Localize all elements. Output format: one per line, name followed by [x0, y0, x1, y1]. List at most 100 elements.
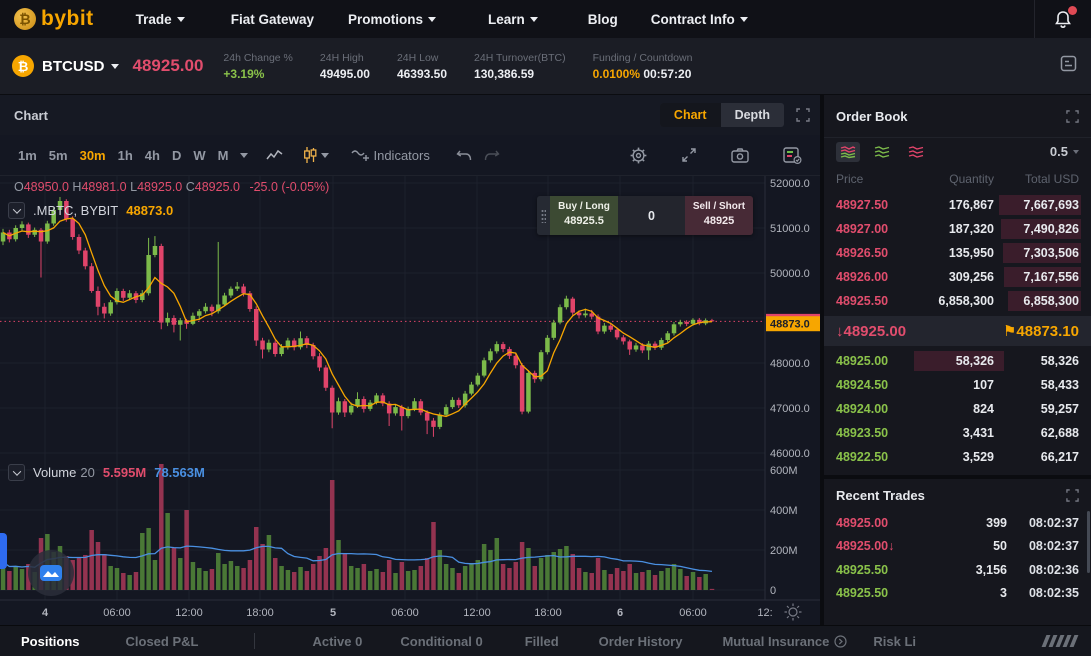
order-book-row-ask[interactable]: 48926.00 309,256 7,167,556: [824, 265, 1091, 289]
chart-canvas[interactable]: 52000.051000.050000.049000.048000.047000…: [0, 176, 820, 625]
stat-label: Funding / Countdown: [592, 51, 693, 64]
total-cell: 7,303,506: [1023, 246, 1079, 260]
volume-length: 20: [80, 465, 95, 480]
chart-expand-button[interactable]: [796, 108, 810, 122]
chart-watermark: [28, 550, 74, 596]
nav-item-promotions[interactable]: Promotions: [348, 12, 436, 27]
order-book-row-bid[interactable]: 48924.50 107 58,433: [824, 373, 1091, 397]
trade-time: 08:02:37: [1028, 515, 1079, 530]
view-mode-asks-button[interactable]: [904, 142, 928, 162]
timeframe-w[interactable]: W: [187, 144, 211, 167]
order-book-row-bid[interactable]: 48924.00 824 59,257: [824, 397, 1091, 421]
sell-short-button[interactable]: Sell / Short 48925: [685, 196, 753, 235]
order-book-row-ask[interactable]: 48926.50 135,950 7,303,506: [824, 241, 1091, 265]
notifications-button[interactable]: [1035, 5, 1091, 29]
quantity-field[interactable]: 0: [618, 196, 685, 235]
undo-button[interactable]: [450, 149, 478, 162]
total-cell: 7,490,826: [1023, 222, 1079, 236]
order-book-expand-button[interactable]: [1066, 109, 1079, 123]
symbol-selector[interactable]: BTCUSD: [42, 58, 119, 75]
order-book-row-ask[interactable]: 48925.50 6,858,300 6,858,300: [824, 289, 1091, 313]
column-quantity: Quantity: [949, 172, 994, 186]
price-cell: 48927.50: [836, 198, 889, 212]
tab-closed-p-l[interactable]: Closed P&L: [126, 634, 199, 649]
svg-text:06:00: 06:00: [391, 607, 419, 619]
candle-style-button[interactable]: [297, 146, 335, 164]
collapse-chevron-button[interactable]: [8, 202, 25, 219]
quantity-cell: 187,320: [948, 222, 994, 236]
last-traded-price: ↓48925.00: [836, 322, 907, 340]
tab-order-history[interactable]: Order History: [599, 634, 683, 649]
redo-button[interactable]: [478, 149, 506, 162]
recent-trades-expand-button[interactable]: [1066, 488, 1079, 502]
order-book-row-bid[interactable]: 48925.00 58,326 58,326: [824, 349, 1091, 373]
nav-item-label: Fiat Gateway: [230, 11, 314, 27]
order-book-row-bid[interactable]: 48922.50 3,529 66,217: [824, 445, 1091, 469]
tab-risk-li[interactable]: Risk Li: [873, 634, 916, 649]
grouping-dropdown[interactable]: 0.5: [1050, 144, 1079, 159]
bell-icon: [1055, 10, 1071, 28]
nav-right: [1034, 0, 1091, 38]
recent-trades-title: Recent Trades: [836, 487, 925, 503]
tab-depth[interactable]: Depth: [721, 103, 784, 127]
trade-price: 48925.50: [836, 586, 889, 601]
timeframe-5m[interactable]: 5m: [43, 144, 74, 167]
indicators-button[interactable]: Indicators: [345, 147, 435, 163]
scrollbar-thumb[interactable]: [1087, 511, 1090, 573]
timeframe-1h[interactable]: 1h: [112, 144, 139, 167]
timeframe-d[interactable]: D: [166, 144, 187, 167]
stat-label: 24h Change %: [223, 51, 293, 64]
nav-item-fiat-gateway[interactable]: Fiat Gateway: [231, 12, 314, 27]
main-area: Chart Chart Depth 1m 5m 30m 1h 4h D W M: [0, 95, 1091, 625]
bybit-logo-text: bybit: [41, 7, 94, 30]
tab-positions[interactable]: Positions: [21, 634, 80, 649]
indicator-symbol: .MBTC, BYBIT: [33, 203, 119, 218]
view-mode-both-button[interactable]: [836, 141, 860, 162]
trade-row[interactable]: 48925.00 399 08:02:37: [824, 511, 1091, 535]
slash-lines-icon[interactable]: [1041, 635, 1078, 647]
recent-trades-header: Recent Trades: [824, 475, 1091, 511]
timeframe-30m[interactable]: 30m: [74, 144, 112, 167]
snapshot-button[interactable]: [725, 147, 755, 163]
ohlc-legend: O48950.0 H48981.0 L48925.0 C48925.0 -25.…: [14, 180, 330, 194]
tab-chart[interactable]: Chart: [659, 103, 721, 127]
price-cell: 48922.50: [836, 450, 889, 464]
price-cell: 48926.50: [836, 246, 889, 260]
trade-row[interactable]: 48925.00↓ 50 08:02:37: [824, 535, 1091, 559]
nav-item-contract-info[interactable]: Contract Info: [651, 12, 748, 27]
chevron-down-icon: [428, 16, 436, 22]
order-book-row-ask[interactable]: 48927.00 187,320 7,490,826: [824, 217, 1091, 241]
object-tree-button[interactable]: [777, 146, 808, 164]
collapse-chevron-button[interactable]: [8, 464, 25, 481]
widget-drag-handle[interactable]: [537, 196, 550, 235]
timeframe-1m[interactable]: 1m: [12, 144, 43, 167]
order-book-row-bid[interactable]: 48923.50 3,431 62,688: [824, 421, 1091, 445]
tab-mutual-insurance[interactable]: Mutual Insurance: [722, 634, 847, 649]
bybit-logo[interactable]: ₿ bybit: [14, 7, 94, 31]
timeframe-more-button[interactable]: [234, 152, 254, 158]
line-chart-icon: [266, 149, 283, 160]
trade-row[interactable]: 48925.50 3 08:02:35: [824, 582, 1091, 606]
tab-filled[interactable]: Filled: [525, 634, 559, 649]
tab-active-0[interactable]: Active 0: [312, 634, 362, 649]
view-mode-bids-button[interactable]: [870, 142, 894, 162]
chart-fullscreen-button[interactable]: [675, 147, 703, 163]
nav-item-blog[interactable]: Blog: [588, 12, 618, 27]
timeframe-4h[interactable]: 4h: [139, 144, 166, 167]
timeframe-m[interactable]: M: [212, 144, 235, 167]
buy-long-button[interactable]: Buy / Long 48925.5: [550, 196, 618, 235]
svg-text:0: 0: [770, 585, 776, 597]
tab-conditional-0[interactable]: Conditional 0: [400, 634, 482, 649]
total-cell: 7,667,693: [1023, 198, 1079, 212]
panel-check-icon: [783, 146, 802, 164]
chart-settings-button[interactable]: [624, 147, 653, 164]
layout-settings-button[interactable]: [1060, 55, 1077, 77]
indicator-wave-icon: [351, 150, 370, 161]
left-edge-tab[interactable]: [0, 533, 7, 569]
order-book-row-ask[interactable]: 48927.50 176,867 7,667,693: [824, 193, 1091, 217]
order-book-header: Order Book: [824, 95, 1091, 137]
line-chart-style-button[interactable]: [260, 149, 289, 161]
nav-item-learn[interactable]: Learn: [488, 12, 538, 27]
nav-item-trade[interactable]: Trade: [136, 12, 185, 27]
trade-row[interactable]: 48925.50 3,156 08:02:36: [824, 558, 1091, 582]
